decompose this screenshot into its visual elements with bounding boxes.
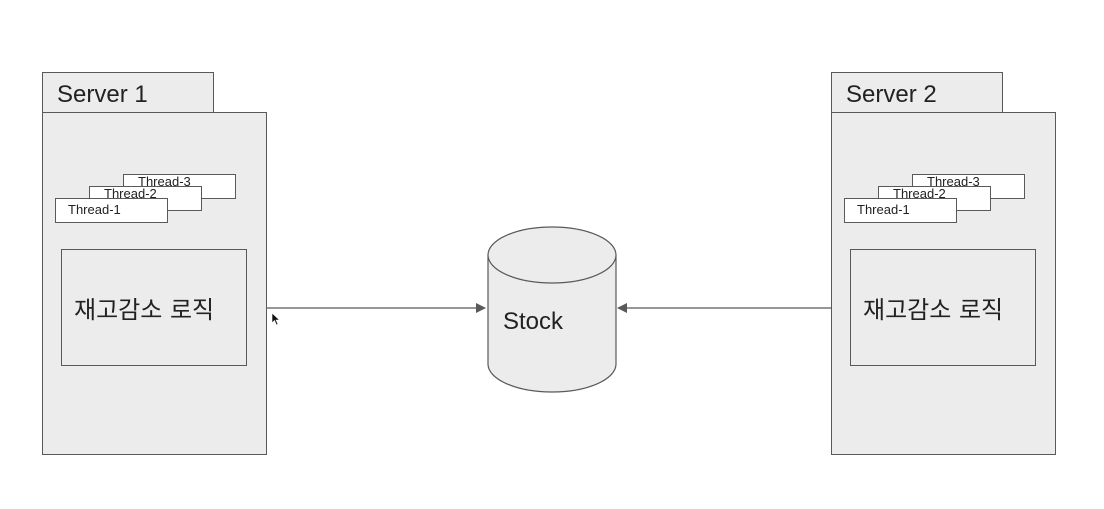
stock-label: Stock (503, 308, 564, 335)
server-title: Server 2 (846, 81, 937, 108)
inventory-logic-box: 재고감소 로직 (850, 249, 1036, 366)
server-tab: Server 1 (42, 72, 214, 113)
mouse-cursor-icon (271, 312, 281, 326)
server-tab: Server 2 (831, 72, 1003, 113)
server-title: Server 1 (57, 81, 148, 108)
inventory-logic-box: 재고감소 로직 (61, 249, 247, 366)
thread-card: Thread-1 (55, 198, 168, 223)
logic-label: 재고감소 로직 (863, 296, 1004, 324)
stock-database-icon (487, 226, 617, 393)
logic-label: 재고감소 로직 (74, 296, 215, 324)
thread-card: Thread-1 (844, 198, 957, 223)
